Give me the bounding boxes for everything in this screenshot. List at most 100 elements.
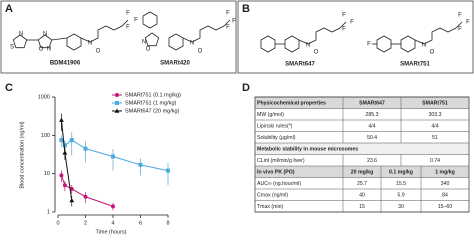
compound-label: BDM41906 bbox=[50, 61, 81, 67]
table-cell: Lipinski rules(*) bbox=[257, 124, 293, 130]
data-point bbox=[62, 143, 67, 148]
table-cell: SMARt647 bbox=[359, 101, 385, 107]
panel-letter: C bbox=[5, 82, 13, 94]
table-cell: 51 bbox=[432, 135, 438, 141]
legend-label: SMARt751 (0.1 mg/kg) bbox=[125, 92, 181, 98]
table-cell: Cmax (ng/ml) bbox=[257, 193, 288, 199]
plot: 1 10 100 1000 0 2 4 6 8 SMARt751 (0.1 mg/kg) SMARt… bbox=[38, 92, 181, 226]
atom: N bbox=[190, 41, 194, 47]
atom: F bbox=[232, 19, 236, 25]
table-cell: CLint (ml/min/g liver) bbox=[257, 158, 305, 164]
table-cell: 285.3 bbox=[366, 112, 379, 118]
atom: F bbox=[342, 13, 346, 19]
table-cell: 5.9 bbox=[397, 193, 404, 199]
panel-letter: B bbox=[242, 3, 250, 15]
data-point bbox=[59, 117, 64, 122]
atom: F bbox=[126, 25, 130, 31]
table-cell: 23.6 bbox=[367, 158, 377, 164]
legend-marker bbox=[115, 93, 119, 97]
x-tick-label: 4 bbox=[111, 220, 114, 226]
header-row bbox=[255, 166, 469, 178]
x-tick-label: 8 bbox=[166, 220, 169, 226]
atom: N bbox=[19, 32, 23, 38]
data-point bbox=[138, 162, 143, 167]
x-tick-label: 6 bbox=[139, 220, 142, 226]
data-point bbox=[62, 150, 68, 155]
atom: F bbox=[367, 42, 371, 48]
atom: F bbox=[134, 18, 138, 24]
table-cell: In vivo PK (PO) bbox=[257, 170, 295, 176]
table-cell: Tmax (min) bbox=[257, 204, 283, 210]
atom: N bbox=[306, 43, 310, 49]
atom: O bbox=[96, 49, 101, 55]
atom: N bbox=[88, 41, 92, 47]
table-cell: 50.4 bbox=[367, 135, 377, 141]
table-cell: Physicochemical properties bbox=[257, 101, 326, 107]
table-cell: 20 mg/kg bbox=[351, 170, 374, 176]
legend-marker bbox=[114, 108, 120, 113]
header-row bbox=[255, 97, 469, 109]
compound-label: SMARt420 bbox=[160, 61, 190, 67]
atom: F bbox=[226, 25, 230, 31]
panel-frame bbox=[0, 0, 237, 74]
section-row bbox=[255, 143, 469, 155]
x-tick-label: 2 bbox=[84, 220, 87, 226]
data-point bbox=[83, 194, 88, 199]
panel-frame bbox=[237, 0, 474, 74]
data-point bbox=[69, 186, 74, 191]
data-point bbox=[59, 138, 64, 143]
atom: F bbox=[226, 11, 230, 17]
legend-label: SMARt647 (20 mg/kg) bbox=[125, 108, 180, 114]
atom: F bbox=[350, 20, 354, 26]
structure: O N N O F F F SMARt420 bbox=[142, 11, 236, 67]
y-tick-label: 1000 bbox=[38, 94, 50, 100]
y-axis-label: Blood concentration (ng/ml) bbox=[19, 121, 25, 188]
table-cell: 15–60 bbox=[438, 204, 453, 210]
table-cell: 0.1 mg/kg bbox=[389, 170, 413, 176]
atom: O bbox=[198, 49, 203, 55]
data-point bbox=[69, 197, 75, 203]
structure: N O F F F SMARt647 bbox=[260, 13, 354, 68]
table-cell: Metabolic stability in mouse microsomes bbox=[257, 147, 358, 153]
table-cell: 40 bbox=[359, 193, 365, 199]
x-tick-label: 0 bbox=[56, 220, 59, 226]
panel-letter: D bbox=[242, 82, 250, 94]
atom: O bbox=[146, 47, 151, 53]
atom: N bbox=[422, 43, 426, 49]
table-cell: 1 mg/kg bbox=[435, 170, 455, 176]
table-cell: 303.3 bbox=[429, 112, 442, 118]
table-cell: AUC∞ (ng.hour/ml) bbox=[257, 181, 301, 187]
atom: S bbox=[10, 45, 14, 51]
table-cell: 15 bbox=[359, 204, 365, 210]
atom: O bbox=[314, 50, 319, 56]
data-point bbox=[69, 138, 74, 143]
x-axis-label: Time (hours) bbox=[96, 229, 127, 235]
y-tick-label: 10 bbox=[44, 171, 50, 177]
data-point bbox=[111, 154, 115, 159]
table: Physicochemical properties SMARt647 SMARt7… bbox=[254, 96, 470, 213]
legend-marker bbox=[115, 101, 119, 105]
atom: F bbox=[458, 13, 462, 19]
table-cell: 30 bbox=[398, 204, 404, 210]
atom: N bbox=[47, 47, 51, 53]
table-cell: 25.7 bbox=[357, 181, 367, 187]
atom: O bbox=[39, 47, 44, 53]
structure: S N O N N N O F F F BDM41906 bbox=[10, 11, 138, 67]
legend-label: SMARt751 (1 mg/kg) bbox=[125, 100, 177, 106]
atom: F bbox=[126, 11, 130, 17]
y-tick-label: 100 bbox=[41, 133, 50, 139]
table-frame bbox=[254, 96, 470, 213]
atom: O bbox=[430, 50, 435, 56]
table-cell: Solubility (µg/ml) bbox=[257, 135, 296, 141]
atom: F bbox=[342, 27, 346, 33]
series-line bbox=[60, 120, 73, 201]
compound-label: SMARt751 bbox=[400, 62, 430, 68]
data-point bbox=[62, 183, 67, 188]
compound-label: SMARt647 bbox=[285, 62, 315, 68]
data-point bbox=[166, 168, 170, 173]
data-point bbox=[111, 204, 115, 209]
table-cell: 84 bbox=[442, 193, 448, 199]
atom: F bbox=[466, 20, 470, 26]
table-cell: MW (g/mol) bbox=[257, 112, 284, 118]
